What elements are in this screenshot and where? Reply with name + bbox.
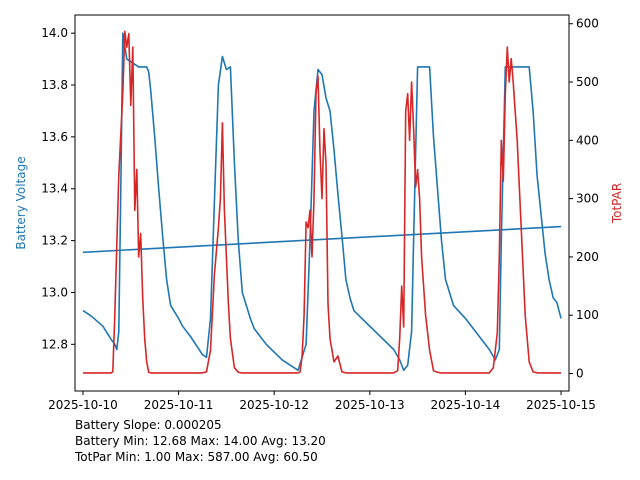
battery-stats-text: Battery Min: 12.68 Max: 14.00 Avg: 13.20 — [75, 434, 326, 448]
y-right-tick-label: 400 — [576, 133, 599, 147]
x-tick-label: 2025-10-12 — [239, 398, 309, 412]
battery-slope-line — [82, 225, 562, 254]
totpar-line — [83, 30, 561, 374]
x-tick-label: 2025-10-14 — [431, 398, 501, 412]
y-left-tick-label: 13.8 — [41, 78, 68, 92]
y-left-tick-label: 14.0 — [41, 26, 68, 40]
y-left-tick-label: 13.0 — [41, 285, 68, 299]
y-left-tick-label: 13.2 — [41, 234, 68, 248]
x-tick-label: 2025-10-13 — [335, 398, 405, 412]
plot-area — [82, 30, 562, 374]
battery-slope-text: Battery Slope: 0.000205 — [75, 418, 222, 432]
y-left-tick-label: 13.6 — [41, 130, 68, 144]
x-tick-label: 2025-10-15 — [526, 398, 596, 412]
totpar-stats-text: TotPar Min: 1.00 Max: 587.00 Avg: 60.50 — [75, 450, 318, 464]
y-left-tick-label: 12.8 — [41, 337, 68, 351]
y-axis-left: 12.8 13.0 13.2 13.4 13.6 13.8 14.0 — [41, 26, 75, 351]
x-tick-label: 2025-10-11 — [144, 398, 214, 412]
y-right-tick-label: 300 — [576, 192, 599, 206]
y-right-tick-label: 600 — [576, 17, 599, 31]
series-layer — [82, 30, 562, 374]
plot-frame — [74, 14, 570, 392]
y-right-tick-label: 200 — [576, 250, 599, 264]
y-axis-right-label: TotPAR — [610, 183, 624, 224]
y-left-tick-label: 13.4 — [41, 182, 68, 196]
y-right-tick-label: 500 — [576, 75, 599, 89]
y-axis-left-label: Battery Voltage — [14, 156, 28, 249]
x-axis: 2025-10-10 2025-10-11 2025-10-12 2025-10-13… — [48, 391, 596, 412]
y-right-tick-label: 0 — [576, 367, 584, 381]
x-tick-label: 2025-10-10 — [48, 398, 118, 412]
y-axis-right: 0 100 200 300 400 500 600 — [569, 17, 599, 381]
y-right-tick-label: 100 — [576, 308, 599, 322]
stats-block: Battery Slope: 0.000205 Battery Min: 12.… — [75, 417, 326, 465]
